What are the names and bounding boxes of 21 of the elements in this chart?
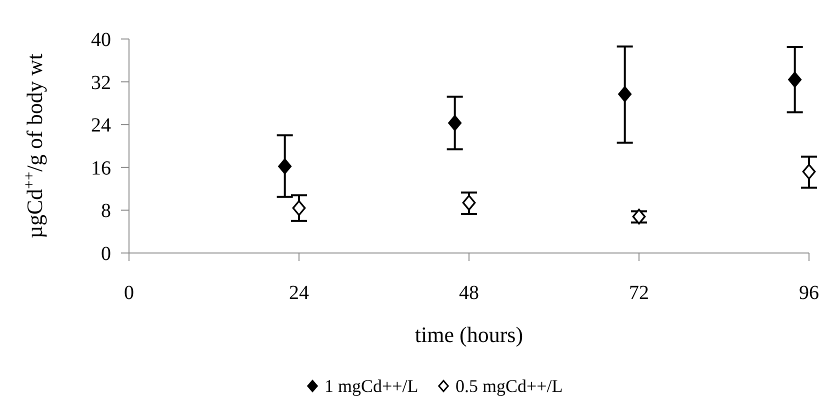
x-tick-label: 72 — [629, 282, 649, 304]
y-tick-label: 32 — [91, 72, 111, 94]
point — [278, 158, 292, 174]
y-tick-label: 24 — [91, 114, 111, 137]
y-tick-label: 8 — [101, 200, 111, 222]
x-axis-title: time (hours) — [414, 322, 524, 347]
y-tick-label: 16 — [91, 157, 111, 180]
legend-label: 0.5 mgCd++/L — [456, 376, 563, 396]
x-tick-label: 96 — [799, 282, 819, 304]
y-tick-label: 40 — [91, 29, 111, 51]
point — [788, 72, 802, 88]
point — [802, 164, 816, 180]
point — [462, 194, 476, 211]
y-tick-label: 0 — [101, 243, 111, 265]
point — [292, 200, 306, 216]
x-tick-label: 48 — [459, 282, 479, 304]
x-tick-label: 0 — [124, 282, 134, 304]
point — [618, 86, 632, 102]
legend-label: 1 mgCd++/L — [324, 376, 418, 396]
x-tick-label: 24 — [289, 282, 309, 304]
point — [448, 115, 462, 131]
